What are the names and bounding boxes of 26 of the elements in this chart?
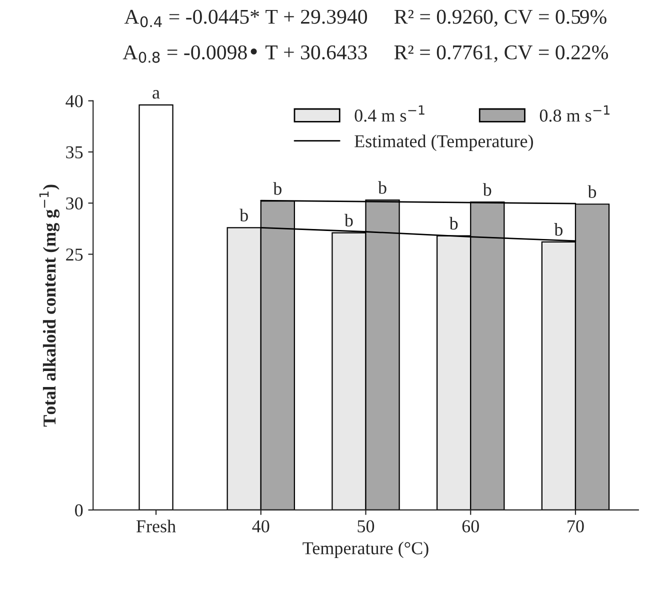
legend-label: 0.4 m s$^{−1}$: [354, 105, 424, 122]
data-label: b: [344, 214, 353, 227]
chart-title: A$_{0.4}$ = -0.0445* T + 29.3940 R² = 0.9260, CV = 0.59%: [124, 10, 606, 28]
x-tick-label: 60: [462, 520, 479, 532]
data-label: b: [273, 182, 282, 195]
data-label: a: [152, 90, 160, 99]
legend-label: 0.8 m s$^{−1}$: [540, 105, 610, 122]
data-label: b: [482, 183, 492, 196]
x-tick-label: 40: [252, 520, 270, 532]
legend-label: Estimated (Temperature): [354, 134, 533, 151]
y-tick-label: 35: [66, 146, 83, 158]
x-tick-label: 50: [358, 520, 374, 532]
data-label: b: [449, 216, 458, 230]
x-tick-label: 70: [568, 520, 584, 532]
y-tick-label: 40: [66, 95, 83, 108]
chart-subtitle: A$_{0.8}$ = -0.0098• T + 30.6433 R² = 0.7761, CV = 0.22%: [122, 45, 608, 63]
data-label: b: [378, 181, 386, 194]
data-label: b: [588, 185, 596, 198]
data-label: b: [554, 223, 563, 236]
y-tick-label: 0: [75, 504, 83, 516]
y-tick-label: 25: [66, 248, 83, 261]
x-tick-label: Fresh: [136, 520, 176, 532]
y-axis-title: Total alkaloid content (mg g$^{−1}$): [39, 184, 60, 427]
y-tick-label: 30: [66, 197, 83, 210]
x-axis-title: Temperature (°C): [302, 542, 428, 558]
data-label: b: [240, 208, 248, 222]
